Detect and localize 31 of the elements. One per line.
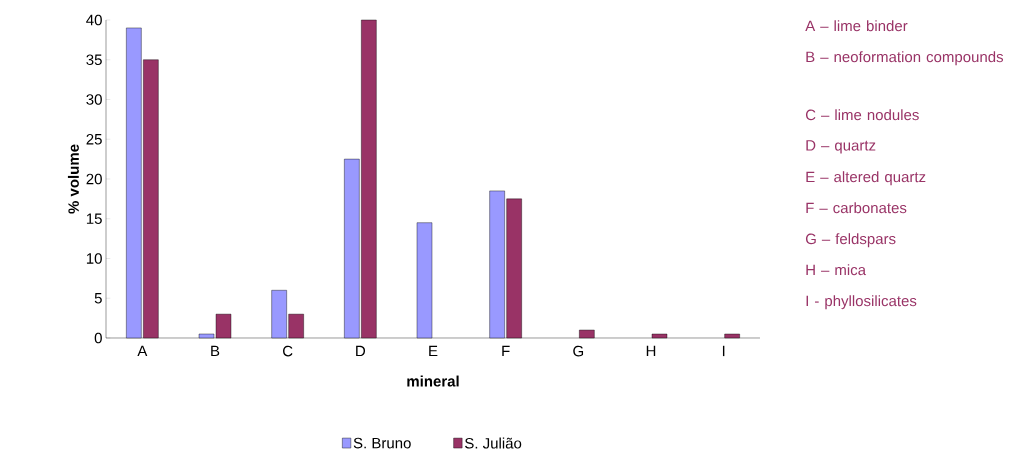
legend-label: S. Bruno bbox=[353, 437, 411, 449]
x-tick-label: B bbox=[211, 345, 220, 357]
x-tick-label: F bbox=[502, 345, 510, 357]
text: F – carbonates bbox=[806, 202, 907, 214]
legend-label: S. Julião bbox=[465, 437, 522, 449]
text: D – quartz bbox=[806, 140, 876, 154]
x-tick-label: D bbox=[356, 345, 366, 357]
y-tick-label: 20 bbox=[86, 173, 102, 185]
x-tick-label: G bbox=[573, 345, 584, 357]
text: G – feldspars bbox=[805, 233, 896, 248]
y-axis-title: % volume bbox=[67, 144, 79, 214]
text: I - phyllosilicates bbox=[806, 295, 917, 310]
y-tick-label: 35 bbox=[86, 54, 102, 66]
x-tick-label: E bbox=[429, 345, 438, 357]
y-tick-label: 15 bbox=[86, 213, 102, 224]
text: A – lime binder bbox=[805, 20, 908, 32]
x-tick-label: H bbox=[646, 345, 656, 357]
text: B – neoformation compounds bbox=[806, 51, 1004, 66]
y-tick-label: 10 bbox=[86, 253, 102, 264]
y-tick-label: 25 bbox=[86, 133, 102, 145]
x-tick-label: C bbox=[283, 345, 293, 357]
text: E – altered quartz bbox=[806, 171, 926, 186]
x-tick-label: I bbox=[722, 345, 725, 357]
y-tick-label: 30 bbox=[86, 94, 102, 105]
text: H – mica bbox=[806, 264, 867, 276]
y-tick-label: 0 bbox=[94, 332, 102, 344]
text: C – lime nodules bbox=[805, 109, 919, 121]
y-tick-label: 40 bbox=[86, 14, 102, 26]
y-tick-label: 5 bbox=[94, 293, 102, 304]
x-tick-label: A bbox=[137, 345, 148, 357]
x-axis-title: mineral bbox=[407, 375, 459, 387]
